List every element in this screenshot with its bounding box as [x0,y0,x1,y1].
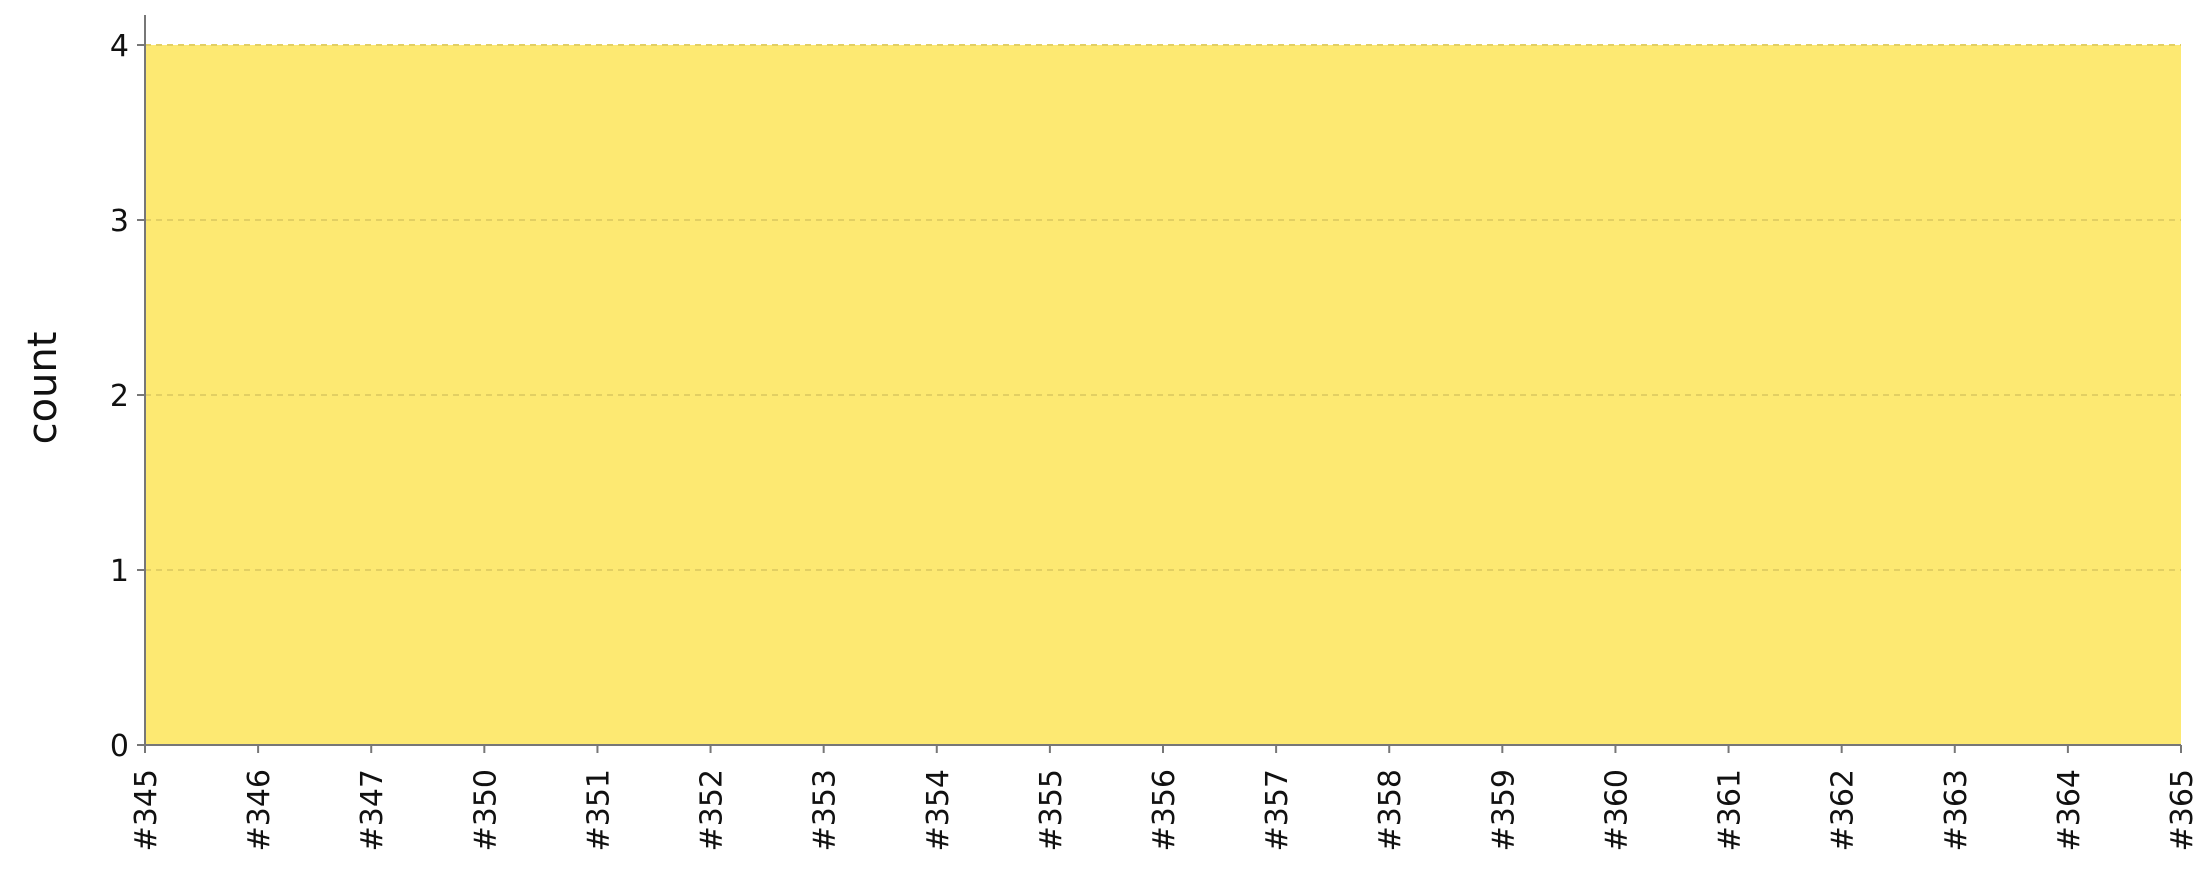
x-tick-label: #346 [242,769,277,851]
x-tick-label: #357 [1260,769,1295,851]
x-tick-label: #363 [1939,769,1974,851]
y-tick-label: 4 [110,29,129,64]
x-tick-label: #365 [2165,769,2200,851]
y-axis-title: count [20,332,66,445]
grid-lines [145,44,2181,571]
y-tick-label: 1 [110,554,129,589]
x-tick-label: #351 [581,769,616,851]
x-tick-label: #352 [695,769,730,851]
x-tick-label: #345 [129,769,164,851]
x-tick-labels: #345 #346 #347 #350 #351 #352 #353 #354 #355 #356… [129,745,2200,851]
y-tick-label: 2 [110,379,129,414]
x-tick-label: #354 [921,769,956,851]
y-tick-label: 0 [110,729,129,764]
x-tick-label: #360 [1599,769,1634,851]
y-tick-label: 3 [110,204,129,239]
x-tick-label: #358 [1373,769,1408,851]
x-tick-label: #350 [468,769,503,851]
x-tick-label: #355 [1034,769,1069,851]
x-tick-label: #353 [808,769,843,851]
x-tick-label: #359 [1486,769,1521,851]
x-tick-label: #361 [1713,769,1748,851]
x-tick-label: #362 [1826,769,1861,851]
x-tick-label: #356 [1147,769,1182,851]
x-tick-label: #347 [355,769,390,851]
x-tick-label: #364 [2052,769,2087,851]
y-tick-labels: 0 1 2 3 4 [110,29,145,764]
